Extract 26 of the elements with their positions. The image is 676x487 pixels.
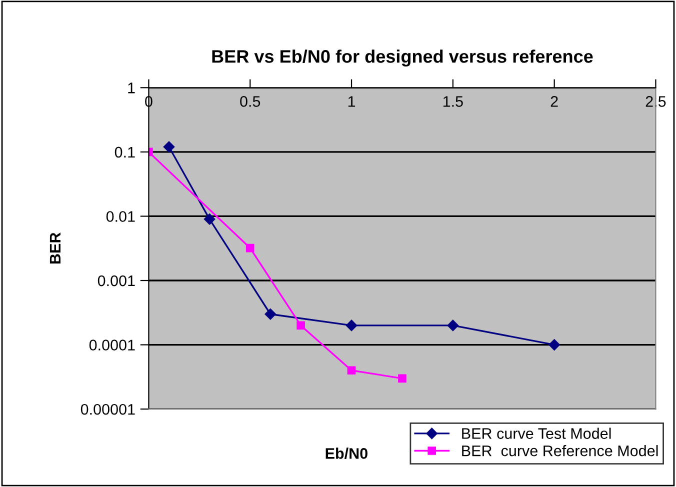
point bbox=[204, 214, 216, 225]
point bbox=[296, 321, 305, 330]
point bbox=[398, 374, 406, 383]
point bbox=[346, 320, 358, 332]
legend-label: BER curve Reference Model bbox=[462, 445, 658, 456]
y-tick-label: 0.01 bbox=[106, 211, 135, 222]
x-tick-label: 1 bbox=[348, 96, 356, 107]
y-tick-label: 0.001 bbox=[98, 275, 135, 286]
chart-title: BER vs Eb/N0 for designed versus reference bbox=[212, 50, 593, 66]
x-tick-label: 1.5 bbox=[443, 96, 463, 107]
y-tick-label: 0.00001 bbox=[80, 404, 135, 415]
legend-label: BER curve Test Model bbox=[462, 428, 611, 439]
y-tick-label: 0.0001 bbox=[89, 340, 135, 350]
y-tick-label: 0.1 bbox=[114, 146, 135, 158]
y-axis-title: BER bbox=[50, 232, 60, 264]
point bbox=[264, 308, 276, 320]
point bbox=[347, 366, 356, 375]
y-tick-label: 1 bbox=[128, 82, 135, 94]
x-tick-label: 0.5 bbox=[240, 96, 260, 107]
x-axis-title: Eb/N0 bbox=[326, 448, 368, 460]
point bbox=[246, 244, 254, 252]
x-tick-label: 2.5 bbox=[646, 96, 666, 107]
point bbox=[548, 339, 560, 350]
x-tick-label: 2 bbox=[550, 96, 558, 107]
point bbox=[163, 141, 175, 152]
point bbox=[447, 320, 459, 332]
